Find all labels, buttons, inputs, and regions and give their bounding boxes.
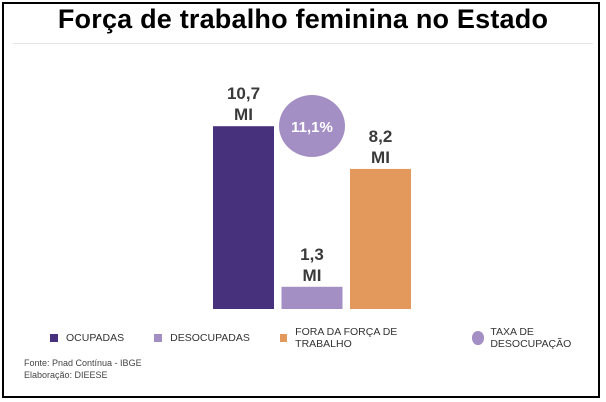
unit-label-fora-da-forca: MI: [371, 148, 390, 167]
legend-label-taxa-desocupacao: TAXA DE DESOCUPAÇÃO: [490, 326, 572, 350]
legend-swatch-desocupadas: [154, 334, 163, 342]
bar-fora-da-forca: [350, 168, 411, 309]
legend-item-ocupadas: OCUPADAS: [50, 332, 124, 344]
unit-label-ocupadas: MI: [234, 105, 253, 124]
legend-label-fora-da-forca: FORA DA FORÇA DE TRABALHO: [295, 326, 398, 350]
legend-item-taxa-desocupacao: TAXA DE DESOCUPAÇÃO: [471, 326, 606, 350]
legend: OCUPADAS DESOCUPADAS FORA DA FORÇA DE TR…: [50, 326, 606, 350]
bar-desocupadas: [281, 286, 343, 309]
chart-frame: [2, 2, 600, 398]
legend-swatch-ocupadas: [50, 334, 58, 342]
credit-line: Elaboração: DIEESE: [24, 370, 108, 380]
rate-value-label: 11,1%: [291, 119, 333, 136]
legend-label-desocupadas: DESOCUPADAS: [170, 332, 250, 344]
bar-ocupadas: [213, 126, 274, 309]
legend-dot-taxa-desocupacao: [471, 331, 485, 345]
legend-item-fora-da-forca: FORA DA FORÇA DE TRABALHO: [279, 326, 442, 350]
value-label-fora-da-forca: 8,2: [369, 127, 393, 146]
legend-item-desocupadas: DESOCUPADAS: [154, 332, 250, 344]
value-label-ocupadas: 10,7: [227, 84, 260, 103]
chart-title: Força de trabalho feminina no Estado: [57, 4, 549, 34]
value-label-desocupadas: 1,3: [300, 245, 324, 264]
rate-bubble: [279, 95, 345, 157]
source-note: Fonte: Pnad Contínua - IBGE Elaboração: …: [24, 357, 142, 381]
unit-label-desocupadas: MI: [303, 266, 322, 285]
legend-label-ocupadas: OCUPADAS: [66, 332, 125, 344]
legend-swatch-fora-da-forca: [279, 334, 288, 342]
source-line: Fonte: Pnad Contínua - IBGE: [24, 358, 142, 368]
